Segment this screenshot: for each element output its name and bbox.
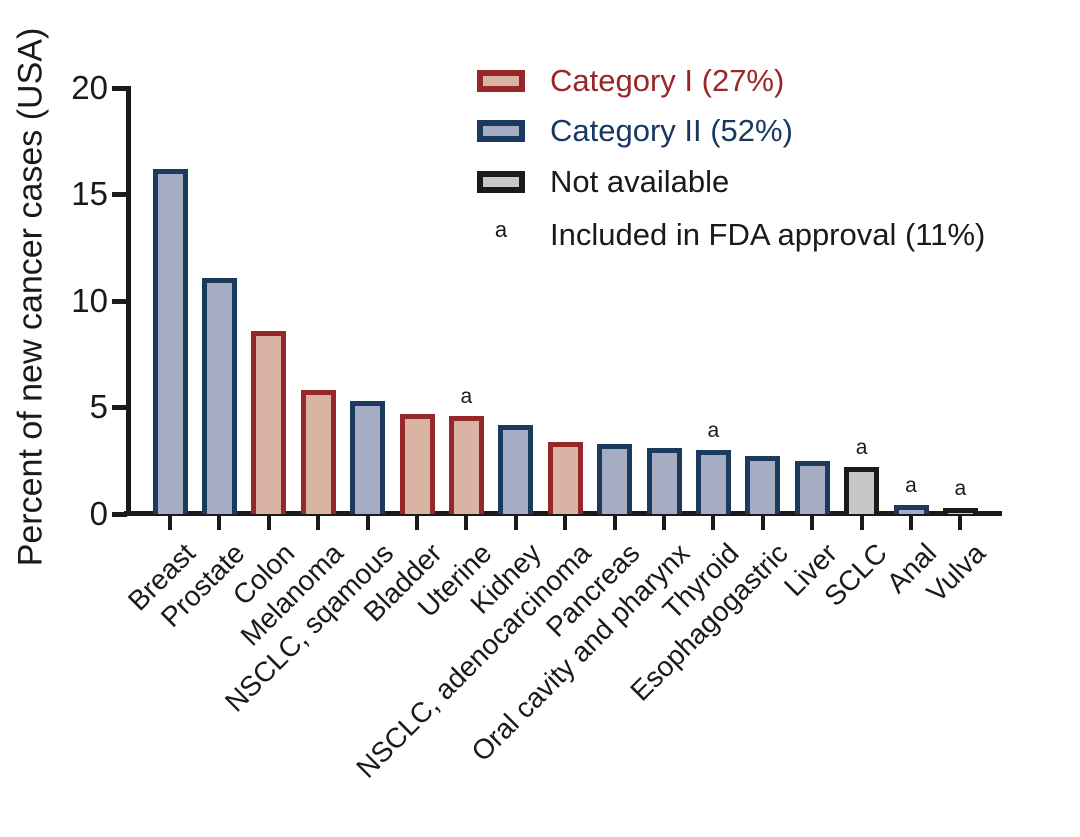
y-axis-tick-label: 10: [71, 282, 108, 319]
bar-nsclc-adenocarcinoma: [547, 442, 583, 514]
y-axis-tick-label: 5: [89, 388, 108, 425]
fda-marker-anal: a: [905, 474, 917, 497]
fda-marker-vulva: a: [954, 477, 967, 500]
legend-row-category2: Category II (52%): [477, 114, 793, 148]
legend-row-category1: Category I (27%): [477, 64, 784, 98]
legend-row-na: Not available: [477, 165, 729, 199]
bar-liver: [794, 461, 830, 514]
y-axis-line: [126, 86, 131, 516]
x-axis-tick: [563, 516, 568, 530]
x-axis-tick: [810, 516, 815, 530]
x-axis-tick: [464, 516, 469, 530]
x-axis-tick: [859, 516, 864, 530]
category1-swatch-icon: [477, 70, 525, 92]
x-axis-tick: [958, 516, 963, 530]
x-axis-tick: [711, 516, 716, 530]
x-axis-tick: [217, 516, 222, 530]
fda-marker-icon: a: [494, 217, 508, 242]
fda-marker-uterine: a: [460, 385, 473, 408]
legend-label-na: Not available: [550, 164, 730, 199]
bar-oral-cavity-and-pharynx: [646, 448, 682, 514]
y-axis-tick: [112, 512, 127, 517]
y-axis-tick: [112, 192, 127, 197]
x-axis-tick: [612, 516, 617, 530]
bar-sclc: [844, 467, 880, 514]
bar-anal: [893, 505, 929, 514]
fda-marker-thyroid: a: [707, 419, 720, 442]
x-axis-tick: [168, 516, 172, 530]
legend-row-fda: a Included in FDA approval (11%): [477, 217, 986, 252]
bar-esophagogastric: [745, 456, 781, 514]
legend-label-category1: Category I (27%): [550, 63, 785, 98]
bar-prostate: [201, 278, 237, 514]
x-axis-tick: [266, 516, 271, 530]
bar-thyroid: [695, 450, 731, 514]
y-axis-tick: [112, 86, 127, 91]
bar-nsclc-sqamous: [350, 401, 386, 514]
x-axis-tick: [513, 516, 518, 530]
bar-kidney: [498, 425, 534, 514]
bar-pancreas: [597, 444, 633, 514]
y-axis-tick-label: 20: [71, 69, 108, 106]
legend-label-category2: Category II (52%): [550, 113, 793, 148]
bar-breast: [152, 169, 188, 514]
category2-swatch-icon: [477, 120, 525, 142]
x-axis-tick: [316, 516, 321, 530]
y-axis-tick-label: 0: [89, 495, 108, 532]
x-axis-tick: [365, 516, 370, 530]
x-axis-tick: [909, 516, 913, 530]
x-axis-tick: [415, 516, 419, 530]
legend-label-fda: Included in FDA approval (11%): [550, 217, 986, 252]
fda-marker-sclc: a: [855, 436, 868, 459]
bar-uterine: [448, 416, 484, 514]
x-axis-tick: [662, 516, 666, 530]
x-axis-tick: [760, 516, 765, 530]
na-swatch-icon: [477, 171, 525, 193]
bar-vulva: [942, 508, 978, 514]
y-axis-tick: [112, 405, 127, 410]
bar-melanoma: [300, 390, 336, 514]
bar-colon: [251, 331, 287, 514]
bar-bladder: [399, 414, 435, 514]
y-axis-tick-label: 15: [71, 175, 108, 212]
y-axis-tick: [112, 299, 127, 304]
